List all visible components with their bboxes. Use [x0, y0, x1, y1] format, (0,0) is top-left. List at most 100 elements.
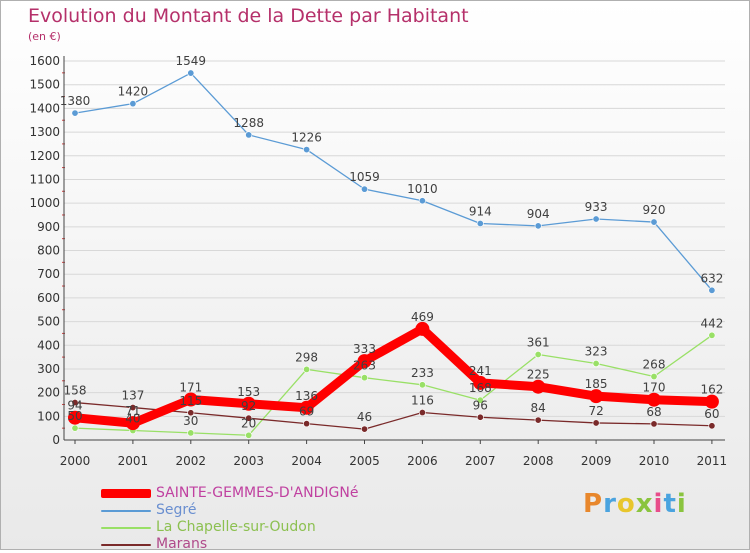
y-tick-label: 900 — [37, 220, 60, 234]
data-point — [245, 431, 253, 439]
data-point — [360, 185, 368, 193]
data-label: 158 — [64, 384, 87, 398]
data-label: 298 — [295, 350, 318, 364]
series-line — [74, 324, 713, 428]
series-line — [74, 334, 713, 436]
data-label: 323 — [585, 344, 608, 358]
data-point — [125, 416, 140, 431]
data-label: 60 — [704, 407, 719, 421]
data-point — [708, 286, 716, 294]
data-point — [415, 321, 430, 336]
data-label: 94 — [67, 399, 82, 413]
x-tick-label: 2001 — [118, 454, 149, 468]
x-tick-label: 2009 — [581, 454, 612, 468]
data-point — [303, 420, 311, 428]
data-point — [299, 400, 314, 415]
data-label: 72 — [588, 404, 603, 418]
data-point — [708, 422, 716, 430]
x-tick-label: 2011 — [697, 454, 728, 468]
data-point — [68, 410, 82, 425]
data-point — [476, 413, 484, 421]
logo-letter: t — [663, 489, 677, 519]
data-label: 171 — [179, 380, 202, 394]
data-point — [647, 392, 661, 407]
data-point — [71, 399, 79, 407]
legend-label: La Chapelle-sur-Oudon — [156, 519, 316, 535]
data-point — [245, 414, 253, 422]
data-point — [303, 146, 311, 154]
legend-swatch — [101, 544, 151, 546]
data-label: 263 — [353, 359, 376, 373]
data-label: 1226 — [291, 131, 322, 145]
data-label: 904 — [527, 207, 550, 221]
logo-letter: r — [603, 489, 617, 519]
data-point — [476, 219, 484, 227]
data-point — [531, 379, 546, 394]
y-tick-label: 800 — [37, 244, 60, 258]
data-label: 469 — [411, 310, 434, 324]
y-tick-label: 1300 — [29, 125, 60, 139]
data-label: 185 — [585, 377, 608, 391]
data-point — [357, 354, 372, 369]
data-label: 162 — [700, 383, 723, 397]
logo-letter: i — [676, 489, 687, 519]
data-label: 30 — [183, 414, 198, 428]
data-point — [187, 409, 195, 417]
y-tick-label: 100 — [37, 409, 60, 423]
data-point — [241, 396, 256, 411]
data-point — [650, 420, 658, 428]
data-point — [245, 131, 253, 139]
data-point — [418, 381, 426, 389]
data-label: 1010 — [407, 182, 438, 196]
x-tick-label: 2006 — [407, 454, 438, 468]
data-point — [650, 218, 658, 226]
data-label: 115 — [179, 394, 202, 408]
y-tick-label: 200 — [37, 386, 60, 400]
series-line — [74, 401, 712, 430]
data-label: 68 — [646, 405, 661, 419]
data-point — [303, 365, 311, 373]
data-point — [129, 404, 137, 412]
axes-layer: 0 100 200 300 400 500 600 700 800 900 1000 1100 1200… — [29, 54, 727, 468]
x-tick-label: 2000 — [60, 454, 91, 468]
x-tick-label: 2002 — [176, 454, 207, 468]
y-tick-label: 1100 — [29, 172, 60, 186]
series-layer — [68, 69, 719, 439]
data-label: 632 — [700, 271, 723, 285]
data-point — [418, 197, 426, 205]
point-label-layer: 94 71 171 153 136 333 469 241 225 185 170 162 1380 14… — [60, 54, 724, 430]
data-label: 241 — [469, 364, 492, 378]
data-point — [418, 409, 426, 417]
y-tick-label: 1200 — [29, 149, 60, 163]
data-point — [187, 69, 195, 77]
data-label: 1380 — [60, 94, 91, 108]
y-tick-label: 0 — [52, 433, 60, 447]
y-tick-label: 1000 — [29, 196, 60, 210]
legend-label: Marans — [156, 536, 208, 552]
x-tick-label: 2007 — [465, 454, 496, 468]
legend-label: Segré — [156, 502, 197, 518]
x-tick-label: 2004 — [291, 454, 322, 468]
data-label: 170 — [643, 381, 666, 395]
data-label: 137 — [121, 389, 144, 403]
x-tick-label: 2008 — [523, 454, 554, 468]
y-tick-label: 1600 — [29, 54, 60, 68]
legend-swatch — [101, 527, 151, 529]
y-tick-label: 1400 — [29, 101, 60, 115]
logo-letter: P — [583, 489, 604, 519]
data-point — [704, 394, 719, 409]
data-label: 116 — [411, 394, 434, 408]
data-point — [473, 375, 488, 390]
data-label: 914 — [469, 204, 492, 218]
data-point — [534, 350, 542, 358]
data-label: 96 — [473, 398, 488, 412]
proxiti-logo: Proxiti — [583, 489, 687, 519]
data-label: 233 — [411, 366, 434, 380]
logo-letter: i — [653, 489, 664, 519]
data-point — [360, 374, 368, 382]
data-label: 268 — [643, 358, 666, 372]
data-label: 168 — [469, 381, 492, 395]
data-label: 1549 — [176, 54, 207, 68]
